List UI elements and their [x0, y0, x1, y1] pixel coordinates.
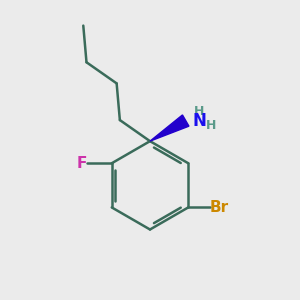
Text: H: H: [194, 105, 204, 118]
Text: Br: Br: [210, 200, 229, 215]
Text: N: N: [192, 112, 206, 130]
Text: F: F: [77, 156, 88, 171]
Text: H: H: [206, 119, 217, 132]
Polygon shape: [150, 115, 189, 141]
